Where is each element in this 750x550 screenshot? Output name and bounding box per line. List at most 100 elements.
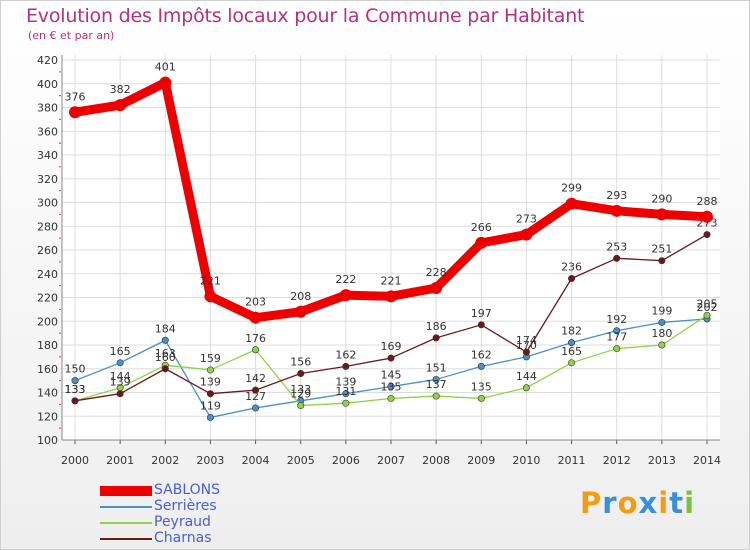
y-tick-label: 360 bbox=[37, 125, 58, 138]
data-label-charnas: 236 bbox=[561, 261, 582, 274]
data-label-sablons: 208 bbox=[290, 290, 311, 303]
y-tick-label: 100 bbox=[37, 434, 58, 447]
data-label-serrieres: 162 bbox=[471, 348, 492, 361]
data-label-serrieres: 133 bbox=[290, 383, 311, 396]
data-point-peyraud bbox=[703, 311, 711, 319]
data-point-serrieres bbox=[342, 390, 350, 398]
data-label-sablons: 273 bbox=[516, 213, 537, 226]
logo-letter: r bbox=[602, 486, 618, 520]
data-point-charnas bbox=[161, 365, 169, 373]
legend-label-sablons: SABLONS bbox=[154, 482, 221, 498]
data-label-sablons: 228 bbox=[426, 266, 447, 279]
x-tick-label: 2005 bbox=[287, 454, 315, 467]
data-label-peyraud: 180 bbox=[651, 327, 672, 340]
data-label-sablons: 293 bbox=[606, 189, 627, 202]
legend-swatch-peyraud bbox=[100, 522, 152, 524]
data-point-serrieres bbox=[613, 327, 621, 335]
data-point-peyraud bbox=[613, 345, 621, 353]
data-point-peyraud bbox=[387, 394, 395, 402]
data-label-serrieres: 199 bbox=[651, 304, 672, 317]
data-label-peyraud: 159 bbox=[200, 352, 221, 365]
data-point-serrieres bbox=[432, 375, 440, 383]
data-label-peyraud: 129 bbox=[290, 388, 311, 401]
data-label-serrieres: 127 bbox=[245, 390, 266, 403]
data-label-charnas: 197 bbox=[471, 307, 492, 320]
legend-swatch-charnas bbox=[100, 538, 152, 540]
logo-letter: t bbox=[669, 486, 685, 520]
data-point-sablons bbox=[385, 290, 397, 303]
data-point-serrieres bbox=[387, 383, 395, 391]
data-point-charnas bbox=[568, 274, 576, 282]
y-tick-label: 280 bbox=[37, 220, 58, 233]
data-label-charnas: 156 bbox=[290, 356, 311, 369]
data-label-peyraud: 144 bbox=[516, 370, 537, 383]
data-label-charnas: 139 bbox=[110, 376, 131, 389]
data-point-peyraud bbox=[658, 341, 666, 349]
data-label-peyraud: 135 bbox=[381, 380, 402, 393]
data-point-charnas bbox=[432, 334, 440, 342]
data-point-sablons bbox=[294, 305, 307, 318]
y-tick-label: 180 bbox=[37, 339, 58, 352]
data-point-serrieres bbox=[116, 359, 124, 367]
x-tick-label: 2011 bbox=[558, 454, 586, 467]
data-point-serrieres bbox=[477, 362, 485, 370]
data-point-charnas bbox=[297, 369, 305, 377]
proxiti-logo: Proxiti bbox=[580, 486, 695, 520]
data-label-peyraud: 135 bbox=[471, 380, 492, 393]
data-point-charnas bbox=[477, 321, 485, 329]
y-tick-label: 300 bbox=[37, 197, 58, 210]
data-point-serrieres bbox=[568, 339, 576, 347]
data-label-peyraud: 205 bbox=[697, 297, 718, 310]
legend-label-charnas: Charnas bbox=[154, 530, 212, 546]
chart-subtitle: (en € et par an) bbox=[28, 29, 115, 42]
data-label-serrieres: 139 bbox=[335, 376, 356, 389]
data-point-sablons bbox=[430, 282, 443, 294]
data-label-charnas: 186 bbox=[426, 320, 447, 333]
data-label-sablons: 221 bbox=[200, 274, 221, 287]
data-point-peyraud bbox=[252, 346, 260, 354]
y-tick-label: 200 bbox=[37, 315, 58, 328]
data-label-sablons: 382 bbox=[110, 83, 131, 96]
x-tick-label: 2003 bbox=[196, 454, 224, 467]
legend-label-serrieres: Serrières bbox=[154, 498, 217, 514]
x-tick-label: 2007 bbox=[377, 454, 405, 467]
data-point-peyraud bbox=[568, 359, 576, 367]
data-label-serrieres: 184 bbox=[155, 322, 176, 335]
data-point-peyraud bbox=[297, 402, 305, 410]
data-label-charnas: 251 bbox=[651, 243, 672, 256]
data-label-peyraud: 131 bbox=[335, 385, 356, 398]
data-point-sablons bbox=[204, 290, 217, 303]
data-point-sablons bbox=[655, 208, 668, 221]
data-label-sablons: 266 bbox=[471, 221, 492, 234]
data-point-serrieres bbox=[658, 318, 666, 326]
legend-swatch-sablons bbox=[100, 486, 152, 496]
data-label-charnas: 139 bbox=[200, 376, 221, 389]
y-tick-label: 120 bbox=[37, 410, 58, 423]
data-label-sablons: 203 bbox=[245, 296, 266, 309]
y-tick-label: 420 bbox=[37, 54, 58, 67]
data-label-sablons: 401 bbox=[155, 61, 176, 74]
data-point-sablons bbox=[159, 76, 172, 89]
data-point-peyraud bbox=[522, 384, 530, 392]
x-tick-label: 2008 bbox=[422, 454, 450, 467]
data-label-peyraud: 163 bbox=[155, 347, 176, 360]
data-label-sablons: 221 bbox=[381, 274, 402, 287]
data-point-sablons bbox=[610, 204, 623, 217]
data-point-charnas bbox=[703, 231, 711, 239]
data-label-serrieres: 119 bbox=[200, 399, 221, 412]
data-point-sablons bbox=[475, 236, 488, 249]
data-label-sablons: 290 bbox=[651, 192, 672, 205]
logo-letter: P bbox=[580, 486, 603, 520]
logo-letter: i bbox=[684, 486, 696, 520]
data-label-serrieres: 145 bbox=[381, 369, 402, 382]
data-label-sablons: 299 bbox=[561, 182, 582, 195]
data-label-charnas: 142 bbox=[245, 372, 266, 385]
data-label-peyraud: 165 bbox=[561, 345, 582, 358]
data-point-sablons bbox=[565, 197, 578, 210]
x-tick-label: 2014 bbox=[693, 454, 721, 467]
data-label-serrieres: 151 bbox=[426, 361, 447, 374]
data-point-peyraud bbox=[342, 399, 350, 407]
data-label-sablons: 376 bbox=[65, 90, 86, 103]
logo-letter: i bbox=[658, 486, 670, 520]
